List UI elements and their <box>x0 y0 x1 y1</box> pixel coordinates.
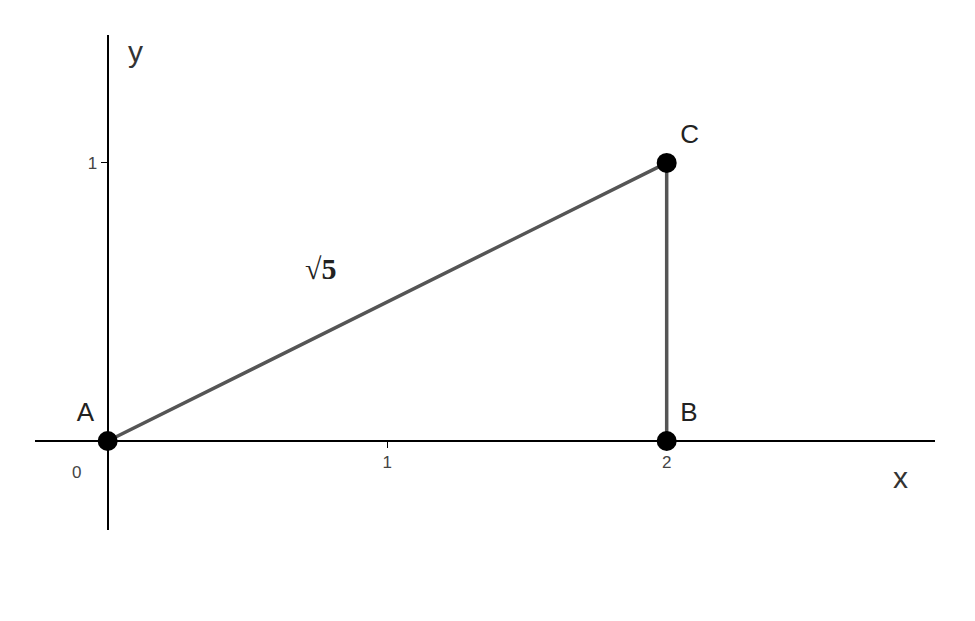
svg-text:B: B <box>680 397 697 427</box>
svg-text:x: x <box>893 461 908 494</box>
svg-text:2: 2 <box>662 453 671 472</box>
svg-text:0: 0 <box>72 463 81 482</box>
svg-text:C: C <box>680 119 699 149</box>
svg-text:y: y <box>128 35 143 68</box>
svg-text:1: 1 <box>382 453 391 472</box>
svg-text:A: A <box>77 397 95 427</box>
svg-text:√5: √5 <box>305 252 336 285</box>
svg-text:1: 1 <box>88 154 97 173</box>
